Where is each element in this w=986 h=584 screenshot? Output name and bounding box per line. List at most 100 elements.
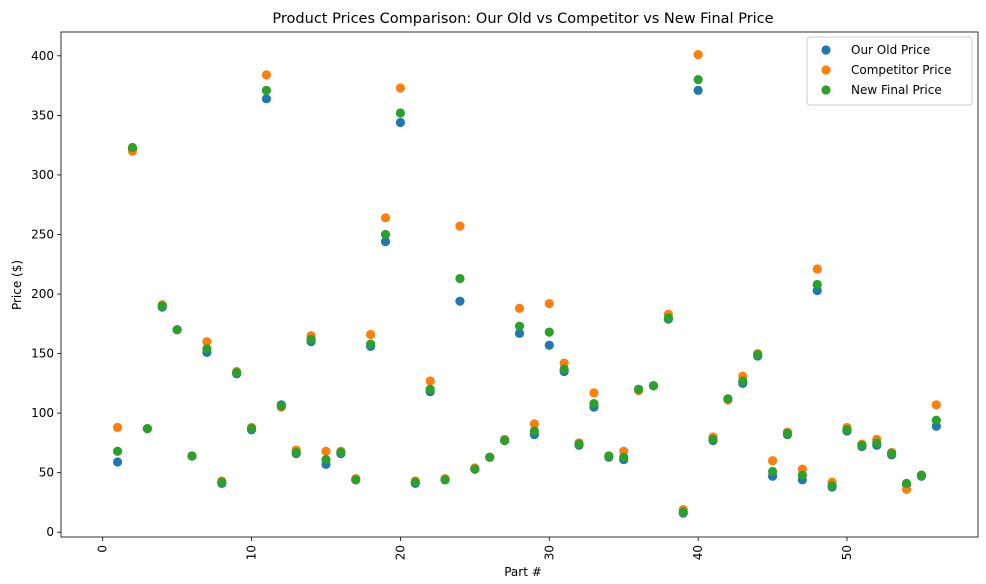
- legend: Our Old Price Competitor Price New Final P…: [806, 36, 973, 106]
- data-point: [857, 440, 867, 450]
- data-point: [723, 394, 733, 404]
- data-point: [753, 350, 763, 360]
- data-point: [112, 446, 123, 456]
- x-tick-label: 0: [96, 545, 110, 553]
- x-tick-label: 50: [840, 545, 854, 560]
- y-tick-label: 300: [31, 168, 54, 182]
- data-point: [306, 334, 316, 344]
- data-point: [827, 481, 837, 491]
- x-tick-label: 30: [542, 545, 556, 560]
- data-point: [380, 229, 391, 240]
- data-point: [738, 376, 748, 386]
- data-point: [276, 401, 286, 411]
- data-point: [544, 298, 554, 309]
- x-tick-label: 10: [245, 545, 259, 560]
- data-point: [663, 313, 673, 323]
- data-point: [321, 454, 331, 465]
- data-point: [604, 451, 614, 461]
- data-point: [767, 466, 778, 477]
- data-point: [470, 464, 480, 474]
- legend-label: Competitor Price: [851, 63, 952, 77]
- x-tick-label: 20: [393, 545, 407, 560]
- data-point: [261, 94, 272, 104]
- data-points: [112, 50, 941, 518]
- legend-label: New Final Price: [851, 83, 942, 97]
- data-point: [514, 303, 525, 313]
- data-point: [380, 237, 391, 247]
- data-point: [812, 279, 822, 290]
- y-axis: 0 50 100 150 200 250 300 350 400: [31, 49, 61, 539]
- data-point: [261, 70, 272, 80]
- data-point: [901, 478, 912, 489]
- data-point: [395, 108, 406, 118]
- legend-marker: [821, 85, 831, 95]
- data-point: [693, 50, 703, 60]
- data-point: [112, 457, 123, 467]
- data-point: [619, 452, 629, 462]
- legend-marker: [821, 65, 831, 75]
- data-point: [485, 452, 495, 462]
- data-point: [633, 384, 644, 394]
- series-1: [112, 85, 941, 518]
- data-point: [142, 424, 152, 434]
- data-point: [395, 83, 406, 93]
- data-point: [455, 296, 465, 306]
- data-point: [514, 321, 525, 331]
- data-point: [812, 264, 822, 274]
- data-point: [261, 85, 272, 95]
- data-point: [931, 400, 941, 410]
- y-tick-label: 100: [31, 406, 54, 420]
- data-point: [529, 426, 539, 436]
- data-point: [544, 327, 554, 337]
- y-tick-label: 350: [31, 108, 54, 122]
- y-tick-label: 50: [39, 466, 54, 480]
- data-point: [797, 470, 807, 480]
- data-point: [872, 438, 882, 448]
- x-axis-label: Part #: [504, 565, 542, 579]
- series-3: [112, 75, 941, 517]
- data-point: [782, 428, 793, 438]
- data-point: [232, 368, 242, 378]
- x-tick-label: 40: [691, 545, 705, 560]
- chart-title: Product Prices Comparison: Our Old vs Co…: [272, 11, 773, 27]
- data-point: [708, 434, 718, 444]
- legend-box: [806, 36, 973, 106]
- data-point: [514, 328, 525, 338]
- data-point: [187, 451, 197, 461]
- data-point: [321, 446, 331, 456]
- y-tick-label: 150: [31, 347, 54, 361]
- data-point: [410, 477, 420, 487]
- data-point: [217, 477, 227, 487]
- y-tick-label: 250: [31, 227, 54, 241]
- data-point: [455, 273, 465, 284]
- data-point: [127, 142, 138, 153]
- data-point: [500, 435, 510, 446]
- data-point: [648, 381, 659, 391]
- data-point: [112, 422, 123, 433]
- data-point: [172, 325, 182, 335]
- y-tick-label: 200: [31, 287, 54, 301]
- data-point: [246, 424, 257, 434]
- data-point: [455, 221, 465, 231]
- data-point: [425, 384, 435, 394]
- data-point: [157, 301, 167, 311]
- data-point: [589, 399, 599, 409]
- data-point: [395, 117, 406, 128]
- data-point: [693, 85, 703, 95]
- data-point: [202, 344, 212, 354]
- data-point: [366, 339, 376, 349]
- y-tick-label: 400: [31, 49, 54, 63]
- y-tick-label: 0: [46, 525, 54, 539]
- legend-label: Our Old Price: [851, 43, 930, 57]
- data-point: [440, 475, 450, 485]
- legend-marker: [821, 45, 831, 55]
- data-point: [842, 425, 852, 435]
- x-axis: 0 10 20 30 40 50: [96, 537, 854, 560]
- data-point: [931, 415, 941, 425]
- data-point: [574, 439, 584, 449]
- data-point: [916, 470, 927, 480]
- data-point: [589, 388, 599, 398]
- data-point: [202, 337, 212, 347]
- data-point: [291, 447, 301, 458]
